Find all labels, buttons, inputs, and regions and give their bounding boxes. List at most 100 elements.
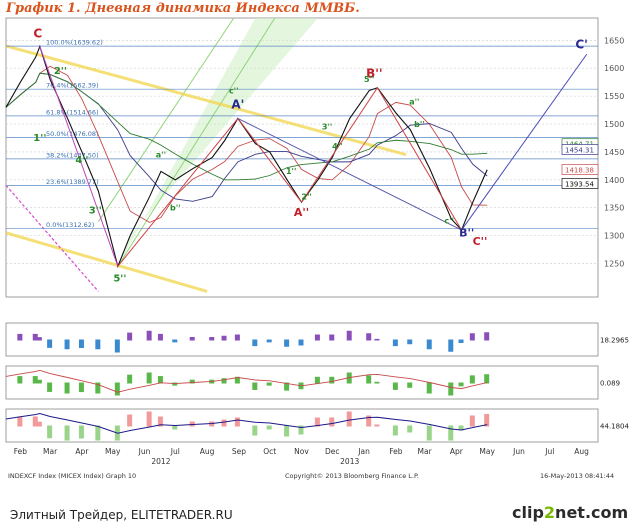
fib-label-5: 23.6%(1389.77) xyxy=(46,178,99,186)
x-tick-label-16: Jun xyxy=(512,447,525,456)
wave-line-0 xyxy=(39,46,119,267)
x-tick-label-3: May xyxy=(105,447,121,456)
hist-bar-b-32 xyxy=(484,374,490,384)
wave-label-14: 3'' xyxy=(322,123,332,132)
hist-bar-a-17 xyxy=(252,339,258,347)
x-tick-label-1: Mar xyxy=(43,447,58,456)
price-tag-label-3: 1393.54 xyxy=(565,180,594,188)
wave-line-1 xyxy=(117,118,239,267)
hist-bar-a-7 xyxy=(95,339,101,350)
hist-bar-c-13 xyxy=(189,421,195,427)
hist-bar-a-6 xyxy=(78,339,84,348)
x-tick-label-5: Jul xyxy=(170,447,180,456)
footer-caption: Элитный Трейдер, ELITETRADER.RU xyxy=(10,508,233,522)
logo-part-a: clip xyxy=(512,503,544,522)
wave-label-9: a'' xyxy=(156,151,166,160)
hist-bar-a-25 xyxy=(374,338,380,341)
hist-bar-b-3 xyxy=(36,379,42,384)
wave-label-8: 5'' xyxy=(113,273,126,284)
hist-bar-a-31 xyxy=(469,333,475,341)
hist-bar-a-4 xyxy=(47,339,53,348)
x-tick-label-10: Dec xyxy=(325,447,340,456)
hist-bar-c-4 xyxy=(47,425,53,439)
x-tick-label-8: Oct xyxy=(263,447,276,456)
x-tick-label-4: Jun xyxy=(138,447,151,456)
hist-bar-c-18 xyxy=(266,425,272,430)
wave-line-4 xyxy=(376,87,462,231)
logo-part-c: net.com xyxy=(555,503,629,522)
price-tag-box-2 xyxy=(561,164,599,175)
chart-title: График 1. Дневная динамика Индекса ММВБ. xyxy=(6,1,360,16)
wave-line-3 xyxy=(301,87,378,203)
hist-bar-b-6 xyxy=(78,382,84,393)
hist-bar-b-30 xyxy=(458,382,464,387)
price-tag-label-2: 1418.38 xyxy=(565,167,594,175)
channel-line-upper xyxy=(97,17,235,222)
wave-label-16: 5'' xyxy=(364,75,374,84)
hist-bar-c-27 xyxy=(407,425,413,433)
hist-bar-c-2 xyxy=(32,416,38,427)
hist-bar-c-1 xyxy=(17,416,23,427)
wave-label-21: B'' xyxy=(459,227,474,240)
hist-bar-b-19 xyxy=(284,382,290,391)
hist-bar-a-5 xyxy=(64,339,70,350)
fib-label-3: 50.0%(1476.08) xyxy=(46,130,99,138)
year-label-0: 2012 xyxy=(151,457,170,466)
wave-label-11: c'' xyxy=(229,86,239,95)
wave-label-5: 1'' xyxy=(33,133,46,144)
hist-bar-a-3 xyxy=(36,337,42,341)
hist-bar-c-5 xyxy=(64,425,70,441)
fib-label-0: 100.0%(1639.62) xyxy=(46,39,103,47)
hist-bar-a-20 xyxy=(298,339,304,346)
hist-bar-c-10 xyxy=(146,411,152,427)
x-tick-label-7: Sep xyxy=(232,447,246,456)
wave-label-13: 2'' xyxy=(301,192,311,201)
y-tick-label-5: 1500 xyxy=(604,120,624,129)
yellow-trend-upper xyxy=(5,44,407,157)
hist-bar-a-14 xyxy=(209,337,215,341)
hist-bar-a-32 xyxy=(484,332,490,341)
hist-bar-c-6 xyxy=(78,425,84,439)
hist-bar-b-4 xyxy=(47,382,53,392)
wave-label-3: C' xyxy=(575,38,587,52)
hist-bar-b-5 xyxy=(64,382,70,394)
hist-bar-a-24 xyxy=(366,333,372,341)
y-tick-label-2: 1350 xyxy=(604,204,624,213)
hist-bar-b-12 xyxy=(172,382,178,386)
hist-bar-c-20 xyxy=(298,425,304,435)
hist-bar-b-22 xyxy=(329,376,335,384)
hist-bar-a-21 xyxy=(314,334,320,341)
fib-label-1: 76.4%(1562.39) xyxy=(46,82,99,90)
hist-bar-b-7 xyxy=(95,382,101,394)
logo-part-b: 2 xyxy=(543,503,556,522)
hist-bar-b-24 xyxy=(366,375,372,384)
hist-bar-c-29 xyxy=(448,425,454,441)
price-tag-box-1 xyxy=(561,144,599,155)
bloomberg-datestamp: 16-May-2013 08:41:44 xyxy=(540,472,614,480)
fib-label-2: 61.8%(1514.66) xyxy=(46,108,99,116)
hist-bar-b-11 xyxy=(157,376,163,384)
hist-bar-b-1 xyxy=(17,376,23,384)
y-tick-label-7: 1600 xyxy=(604,64,624,73)
wave-label-6: 4'' xyxy=(75,155,88,166)
hist-bar-c-23 xyxy=(346,411,352,427)
hist-bar-b-29 xyxy=(448,382,454,396)
hist-bar-a-16 xyxy=(234,334,240,341)
y-tick-label-1: 1300 xyxy=(604,232,624,241)
wave-label-22: C'' xyxy=(473,235,488,248)
hist-bar-a-22 xyxy=(329,334,335,341)
hist-bar-c-31 xyxy=(469,415,475,427)
hist-bar-a-28 xyxy=(426,339,432,350)
wave-label-12: 1'' xyxy=(286,167,296,176)
indicator-value-0: 18.2965 xyxy=(600,337,629,345)
x-tick-label-12: Feb xyxy=(389,447,403,456)
wave-label-17: a'' xyxy=(409,97,419,106)
wave-line-2 xyxy=(237,118,302,203)
hist-bar-c-25 xyxy=(374,424,380,427)
hist-bar-b-15 xyxy=(221,378,227,384)
x-tick-label-17: Jul xyxy=(544,447,554,456)
hist-bar-b-8 xyxy=(114,382,120,396)
hist-bar-c-22 xyxy=(329,417,335,427)
hist-bar-c-11 xyxy=(157,416,163,427)
